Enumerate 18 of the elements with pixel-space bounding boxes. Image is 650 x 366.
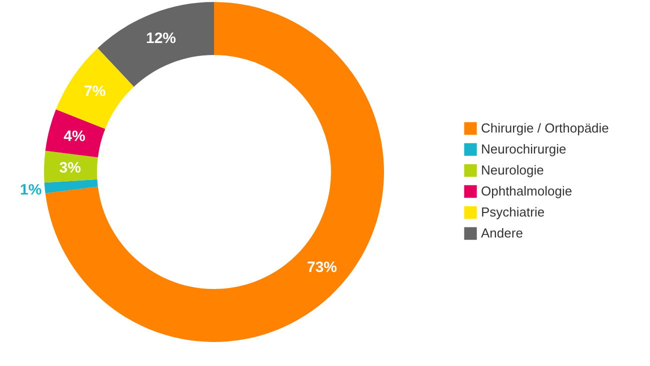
data-label: 73% <box>307 259 338 276</box>
legend-label: Andere <box>481 226 523 240</box>
data-label: 1% <box>20 181 42 198</box>
donut-slice <box>45 2 384 342</box>
donut-slice <box>98 2 214 87</box>
donut-slice <box>44 150 98 183</box>
data-label: 7% <box>84 83 106 100</box>
legend-label: Neurologie <box>481 162 544 178</box>
legend-label: Psychiatrie <box>481 204 545 220</box>
data-label: 3% <box>59 159 81 176</box>
donut-slice <box>56 48 134 129</box>
legend-label: Neurochirurgie <box>481 142 566 156</box>
data-label: 4% <box>64 128 86 146</box>
legend-label: Chirurgie / Orthopädie <box>481 120 609 136</box>
legend-label: Ophthalmologie <box>481 184 572 198</box>
donut-slice <box>44 179 98 194</box>
data-label: 12% <box>146 30 176 48</box>
donut-slice <box>45 109 106 158</box>
